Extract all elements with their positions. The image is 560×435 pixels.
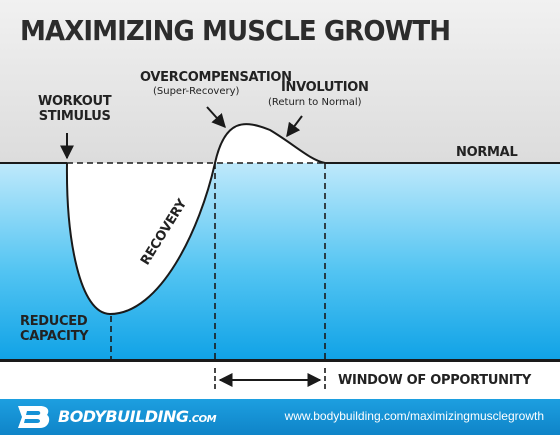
curve-outline bbox=[65, 123, 326, 316]
involution-sublabel: (Return to Normal) bbox=[268, 97, 362, 108]
footer-url-link[interactable]: www.bodybuilding.com/maximizingmusclegro… bbox=[284, 409, 544, 423]
recovery-curve bbox=[66, 124, 325, 314]
overcompensation-label: OVERCOMPENSATION bbox=[140, 70, 292, 85]
reduced-capacity-label: REDUCED CAPACITY bbox=[20, 314, 89, 344]
window-of-opportunity-label: WINDOW OF OPPORTUNITY bbox=[338, 373, 531, 388]
reduced-capacity-line2: CAPACITY bbox=[20, 329, 89, 344]
workout-stimulus-line1: WORKOUT bbox=[38, 94, 112, 109]
bodybuilding-brand[interactable]: BODYBUILDING.COM bbox=[58, 407, 217, 426]
brand-suffix: .COM bbox=[188, 414, 217, 425]
workout-stimulus-label: WORKOUT STIMULUS bbox=[38, 94, 112, 124]
baseline-axis bbox=[0, 359, 560, 362]
page-title: MAXIMIZING MUSCLE GROWTH bbox=[20, 14, 451, 47]
footer-bar bbox=[0, 399, 560, 435]
workout-stimulus-line2: STIMULUS bbox=[38, 109, 111, 124]
bodybuilding-bb-logo-icon[interactable] bbox=[14, 404, 52, 434]
overcompensation-sublabel: (Super-Recovery) bbox=[153, 86, 240, 97]
overcompensation-arrow bbox=[206, 106, 226, 129]
brand-name: BODYBUILDING bbox=[58, 407, 189, 426]
normal-label: NORMAL bbox=[456, 145, 518, 160]
reduced-capacity-line1: REDUCED bbox=[20, 314, 88, 329]
involution-label: INVOLUTION bbox=[281, 80, 369, 95]
involution-arrow bbox=[286, 115, 303, 138]
